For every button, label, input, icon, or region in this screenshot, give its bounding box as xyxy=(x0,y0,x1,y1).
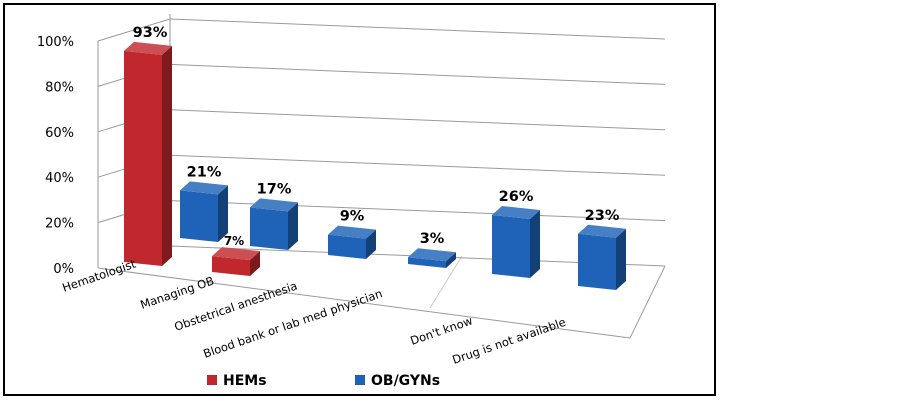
bar-hems xyxy=(212,247,260,276)
gridline xyxy=(169,18,666,40)
gridline xyxy=(169,109,666,131)
data-label-obgyns: 3% xyxy=(420,231,445,247)
bar-hems-side xyxy=(162,45,172,266)
bar-hems-top xyxy=(124,41,172,55)
legend-swatch xyxy=(355,375,365,385)
bar-obgyns-top xyxy=(250,198,298,212)
bar-obgyns-top xyxy=(328,225,376,239)
chart-frame xyxy=(3,3,716,396)
bar-obgyns-side xyxy=(530,209,540,278)
y-tick-label: 80% xyxy=(45,80,74,95)
bars xyxy=(124,41,626,290)
y-tick-label: 100% xyxy=(37,35,74,50)
bar-hems-front xyxy=(212,256,250,276)
gridline xyxy=(169,63,666,85)
bar-obgyns-front xyxy=(328,234,366,259)
bar-obgyns-side xyxy=(218,185,228,242)
bar-obgyns-top xyxy=(408,248,456,262)
data-label-hems: 93% xyxy=(133,25,168,41)
gridline xyxy=(169,154,666,176)
y-tick-label: 60% xyxy=(45,126,74,141)
x-tick-label: Blood bank or lab med physician xyxy=(201,286,384,361)
legend-label: OB/GYNs xyxy=(371,373,440,389)
bar-obgyns xyxy=(578,224,626,290)
bar-obgyns-front xyxy=(408,257,446,268)
y-tick-label: 0% xyxy=(53,262,74,277)
bar-obgyns xyxy=(328,225,376,259)
bar-hems-top xyxy=(212,247,260,261)
bar-hems xyxy=(124,41,172,266)
data-label-hems: 7% xyxy=(224,234,244,248)
bar-obgyns-front xyxy=(492,214,530,278)
bar-obgyns xyxy=(408,248,456,268)
legend-label: HEMs xyxy=(223,373,267,389)
data-label-obgyns: 17% xyxy=(257,181,292,197)
legend: HEMs OB/GYNs xyxy=(207,373,440,389)
y-tick-label: 40% xyxy=(45,171,74,186)
y-tick-label: 20% xyxy=(45,217,74,232)
bar-obgyns-front xyxy=(250,207,288,250)
bar-obgyns-top xyxy=(180,181,228,195)
x-tick-label: Managing OB xyxy=(138,273,215,311)
floor-front-edge xyxy=(97,267,631,339)
gridline xyxy=(169,200,666,222)
bar-obgyns-side xyxy=(366,229,376,259)
floor-divider xyxy=(429,255,463,309)
data-label-obgyns: 26% xyxy=(499,189,534,205)
bar-obgyns-top xyxy=(578,224,626,238)
data-labels: 93% 21% 7% 17% 9% 3% 26% 23% xyxy=(133,25,620,248)
data-label-obgyns: 23% xyxy=(585,208,620,224)
bar-obgyns xyxy=(250,198,298,250)
bar-obgyns-top xyxy=(492,205,540,219)
bar-hems-side xyxy=(250,251,260,276)
bar-obgyns-side xyxy=(616,228,626,290)
bar-obgyns-side xyxy=(288,202,298,250)
data-label-obgyns: 21% xyxy=(187,164,222,180)
bar-obgyns xyxy=(492,205,540,278)
floor-right-edge xyxy=(629,265,666,339)
bar-obgyns-front xyxy=(578,233,616,290)
data-label-obgyns: 9% xyxy=(340,209,365,225)
gridline-side xyxy=(97,18,171,42)
bar-obgyns xyxy=(180,181,228,242)
bar-obgyns-side xyxy=(446,252,456,268)
bar-obgyns-front xyxy=(180,190,218,242)
bar-hems-front xyxy=(124,50,162,266)
y-axis-ticks: 0% 20% 40% 60% 80% 100% xyxy=(37,35,74,277)
legend-swatch xyxy=(207,375,217,385)
x-tick-label: Don't know xyxy=(408,313,474,347)
